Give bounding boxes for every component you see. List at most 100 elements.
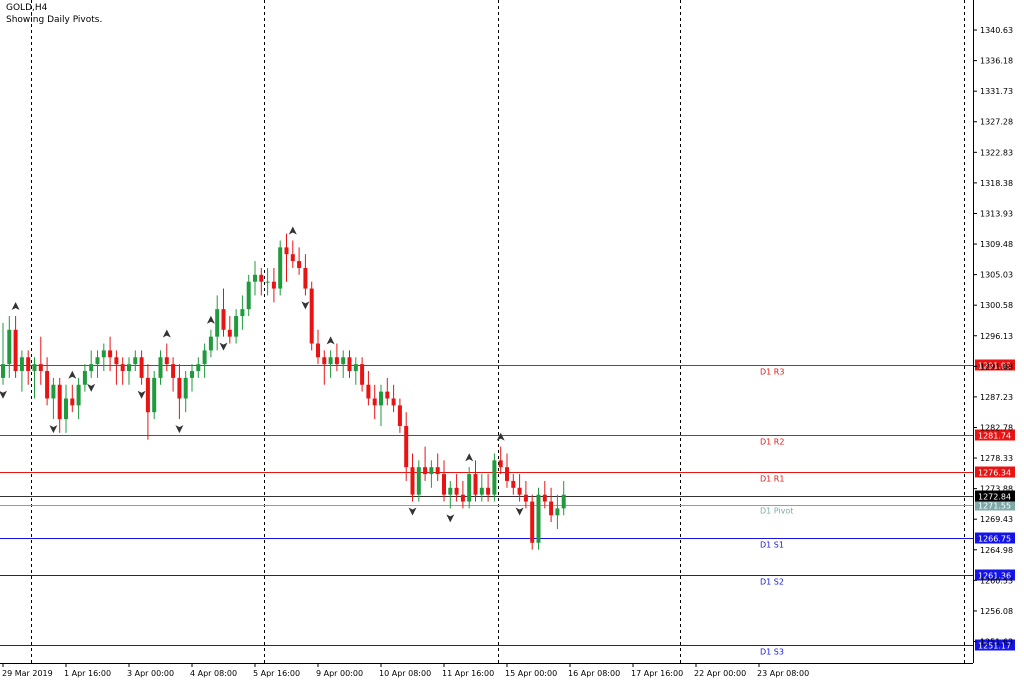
pivot-price-label-3: 1271.55 bbox=[978, 502, 1011, 511]
plot-area bbox=[0, 0, 973, 663]
fractal-up-arrow-7 bbox=[496, 432, 505, 441]
pivot-name-0: D1 R3 bbox=[760, 368, 784, 377]
symbol-label: GOLD,H4 bbox=[6, 3, 48, 13]
candle-body-1 bbox=[7, 329, 12, 365]
y-tick-label-19: 1256.08 bbox=[980, 607, 1013, 616]
y-tick-label-17: 1264.98 bbox=[980, 546, 1013, 555]
candle-body-37 bbox=[234, 316, 239, 337]
candle-body-34 bbox=[215, 309, 220, 337]
candle-body-61 bbox=[385, 391, 390, 399]
candle-body-77 bbox=[486, 487, 491, 495]
x-tick-label-2: 3 Apr 00:00 bbox=[127, 669, 174, 678]
candle-body-73 bbox=[460, 494, 465, 502]
candle-body-52 bbox=[328, 357, 333, 365]
candle-body-74 bbox=[467, 474, 472, 502]
candle-body-47 bbox=[297, 261, 302, 268]
y-tick-label-8: 1305.03 bbox=[980, 271, 1013, 280]
candle-body-85 bbox=[536, 494, 541, 543]
candle-body-40 bbox=[253, 274, 257, 282]
pivot-price-label-4: 1266.75 bbox=[978, 535, 1011, 544]
candle-body-33 bbox=[208, 336, 213, 351]
candle-body-64 bbox=[404, 425, 409, 468]
y-tick-label-20: 1251.63 bbox=[980, 637, 1013, 646]
candle-body-19 bbox=[120, 364, 125, 372]
candle-body-83 bbox=[523, 494, 528, 502]
candle-body-14 bbox=[89, 364, 94, 372]
candle-body-41 bbox=[259, 274, 264, 282]
candle-body-4 bbox=[26, 357, 31, 372]
candle-body-0 bbox=[1, 364, 5, 378]
candle-body-81 bbox=[511, 480, 516, 488]
candle-body-38 bbox=[240, 309, 245, 317]
candle-body-79 bbox=[498, 460, 503, 468]
fractal-down-arrow-3 bbox=[137, 390, 146, 399]
y-tick-label-13: 1282.78 bbox=[980, 423, 1013, 432]
candle-body-39 bbox=[246, 281, 251, 310]
candle-body-2 bbox=[13, 329, 18, 372]
candle-body-71 bbox=[448, 487, 453, 495]
fractal-down-arrow-8 bbox=[446, 514, 455, 523]
candle-body-78 bbox=[492, 460, 497, 495]
candle-body-29 bbox=[183, 377, 188, 399]
price-axis: 1291.93 1281.74 1276.34 1271.55 1266.75 1261.… bbox=[973, 0, 1015, 663]
x-tick-label-6: 10 Apr 08:00 bbox=[379, 669, 431, 678]
candle-body-24 bbox=[152, 377, 157, 413]
indicator-label: Showing Daily Pivots. bbox=[6, 15, 103, 25]
x-tick-label-9: 16 Apr 08:00 bbox=[568, 669, 620, 678]
candles bbox=[1, 233, 566, 550]
time-axis: 29 Mar 2019 1 Apr 16:00 3 Apr 00:00 4 Apr 0… bbox=[0, 663, 973, 678]
fractal-up-arrow-6 bbox=[465, 453, 474, 462]
y-tick-label-6: 1313.93 bbox=[980, 209, 1013, 218]
pivot-price-label-2: 1276.34 bbox=[978, 469, 1011, 478]
y-tick-label-2: 1331.73 bbox=[980, 87, 1013, 96]
fractal-up-arrow-0 bbox=[11, 302, 20, 311]
candle-body-28 bbox=[177, 377, 182, 399]
fractal-down-arrow-7 bbox=[408, 507, 417, 516]
candle-body-20 bbox=[127, 364, 131, 372]
fractal-up-arrow-1 bbox=[68, 370, 77, 379]
candle-body-69 bbox=[435, 467, 440, 475]
candle-body-11 bbox=[70, 398, 75, 406]
candle-body-67 bbox=[423, 467, 428, 475]
candle-body-48 bbox=[303, 267, 308, 289]
x-tick-label-7: 11 Apr 16:00 bbox=[442, 669, 494, 678]
y-tick-label-1: 1336.18 bbox=[980, 57, 1013, 66]
candle-body-59 bbox=[372, 398, 377, 406]
y-tick-label-5: 1318.38 bbox=[980, 179, 1013, 188]
candle-body-88 bbox=[555, 508, 560, 516]
pivot-price-label-1: 1281.74 bbox=[978, 432, 1011, 441]
candle-body-6 bbox=[38, 364, 43, 372]
y-tick-label-15: 1273.88 bbox=[980, 485, 1013, 494]
y-tick-label-14: 1278.33 bbox=[980, 454, 1013, 463]
pivot-price-tag-5 bbox=[975, 569, 1015, 581]
candle-body-70 bbox=[442, 474, 446, 495]
pivot-name-6: D1 S3 bbox=[760, 648, 784, 657]
candle-body-35 bbox=[221, 309, 226, 330]
pivot-name-5: D1 S2 bbox=[760, 578, 784, 587]
x-tick-label-12: 23 Apr 08:00 bbox=[757, 669, 809, 678]
candle-body-60 bbox=[379, 391, 383, 406]
pivot-name-4: D1 S1 bbox=[760, 541, 784, 550]
fractal-down-arrow-0 bbox=[0, 390, 7, 399]
y-tick-label-16: 1269.43 bbox=[980, 515, 1013, 524]
fractal-up-arrow-4 bbox=[288, 226, 297, 235]
candle-body-7 bbox=[45, 371, 50, 399]
candle-body-9 bbox=[57, 384, 62, 420]
candle-body-26 bbox=[164, 357, 169, 365]
candle-body-56 bbox=[353, 364, 358, 372]
candle-body-17 bbox=[108, 350, 113, 358]
pivot-price-label-5: 1261.36 bbox=[978, 572, 1011, 581]
candle-body-12 bbox=[76, 384, 81, 406]
day-separators bbox=[31, 0, 965, 663]
pivot-price-tag-3 bbox=[975, 499, 1015, 511]
candle-body-63 bbox=[397, 405, 402, 426]
candle-body-18 bbox=[114, 357, 119, 365]
candle-body-58 bbox=[366, 384, 371, 399]
candle-body-55 bbox=[347, 357, 352, 372]
candle-body-89 bbox=[561, 494, 566, 509]
fractal-down-arrow-4 bbox=[175, 425, 184, 434]
fractal-up-arrow-2 bbox=[162, 329, 171, 338]
candle-body-65 bbox=[410, 467, 415, 495]
pivot-price-tag-4 bbox=[975, 532, 1015, 544]
